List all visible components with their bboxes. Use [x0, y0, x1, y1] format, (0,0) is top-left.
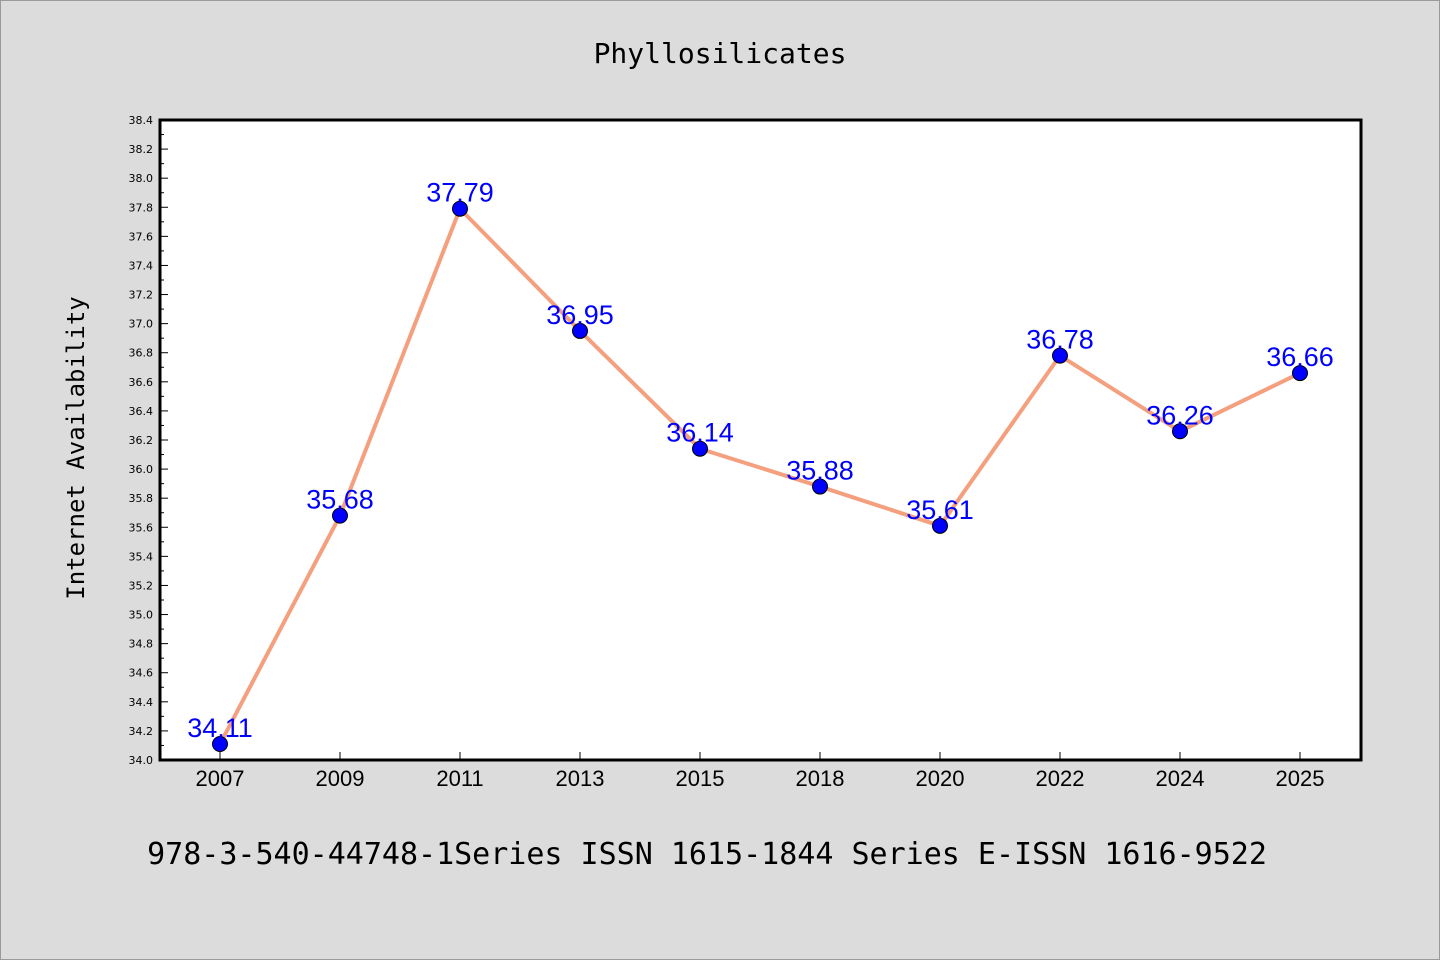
- data-point: [572, 322, 588, 339]
- x-tick-label: 2022: [1036, 766, 1085, 791]
- x-tick-label: 2007: [196, 766, 245, 791]
- data-point: [212, 736, 228, 752]
- y-axis-ticks: 34.0 34.2 34.4 34.6 34.8 35.0 35.2 35.4 35.6 35.8…: [129, 114, 168, 767]
- x-tick-label: 2011: [436, 766, 483, 791]
- data-point: [932, 517, 948, 534]
- x-tick-label: 2015: [676, 766, 725, 791]
- y-tick-label: 37.8: [129, 201, 154, 214]
- y-tick-label: 37.0: [129, 318, 154, 331]
- y-tick-label: 36.6: [129, 376, 154, 389]
- x-tick-label: 2018: [796, 766, 845, 791]
- data-label: 35.88: [786, 456, 854, 486]
- data-label: 36.14: [666, 418, 734, 448]
- y-tick-label: 35.0: [129, 609, 154, 622]
- y-tick-label: 34.4: [129, 696, 154, 709]
- chart-title: Phyllosilicates: [594, 37, 847, 70]
- data-label: 36.78: [1026, 325, 1094, 355]
- data-label: 35.68: [306, 485, 374, 515]
- plot-border: [158, 118, 1363, 762]
- data-label: 37.79: [426, 178, 494, 208]
- data-label: 36.95: [546, 300, 614, 330]
- y-tick-label: 36.0: [129, 463, 154, 476]
- y-tick-label: 34.2: [129, 725, 154, 738]
- y-tick-label: 35.2: [129, 579, 154, 592]
- data-point: [332, 507, 348, 524]
- data-point: [692, 440, 708, 457]
- y-tick-label: 38.2: [129, 143, 154, 156]
- data-point: [812, 478, 828, 495]
- data-point: [1052, 347, 1068, 364]
- x-tick-label: 2024: [1156, 766, 1205, 791]
- data-label: 36.66: [1266, 342, 1334, 372]
- y-tick-label: 36.4: [129, 405, 154, 418]
- y-tick-label: 35.4: [129, 550, 154, 563]
- plot-area: [160, 120, 1361, 760]
- y-tick-label: 34.8: [129, 638, 154, 651]
- y-tick-label: 34.0: [129, 754, 154, 767]
- y-tick-label: 38.4: [129, 114, 154, 127]
- y-tick-label: 35.6: [129, 521, 154, 534]
- x-tick-label: 2009: [316, 766, 365, 791]
- series-layer: 34.11 35.68 37.79 36.95 36.14 35.88 35.61 36.78…: [187, 178, 1334, 752]
- data-point: [452, 200, 468, 217]
- data-point: [1172, 423, 1188, 440]
- y-tick-label: 37.4: [129, 259, 154, 272]
- y-tick-label: 38.0: [129, 172, 154, 185]
- x-tick-label: 2025: [1276, 766, 1325, 791]
- x-tick-label: 2020: [916, 766, 965, 791]
- data-point: [1292, 365, 1308, 382]
- footer-text: 978-3-540-44748-1Series ISSN 1615-1844 S…: [147, 837, 1267, 872]
- y-tick-label: 34.6: [129, 667, 154, 680]
- data-label: 34.11: [187, 713, 253, 743]
- data-label: 35.61: [906, 495, 974, 525]
- x-tick-label: 2013: [556, 766, 605, 791]
- y-tick-label: 37.6: [129, 230, 154, 243]
- y-tick-label: 36.8: [129, 347, 154, 360]
- y-tick-label: 36.2: [129, 434, 154, 447]
- data-label: 36.26: [1146, 400, 1214, 430]
- x-axis-ticks: 2007 2009 2011 2013 2015 2018 2020 2022 2024 2025: [196, 752, 1325, 791]
- series-line: [218, 206, 1302, 746]
- y-tick-label: 35.8: [129, 492, 154, 505]
- y-axis-label: Internet Availability: [62, 296, 90, 599]
- y-tick-label: 37.2: [129, 289, 154, 302]
